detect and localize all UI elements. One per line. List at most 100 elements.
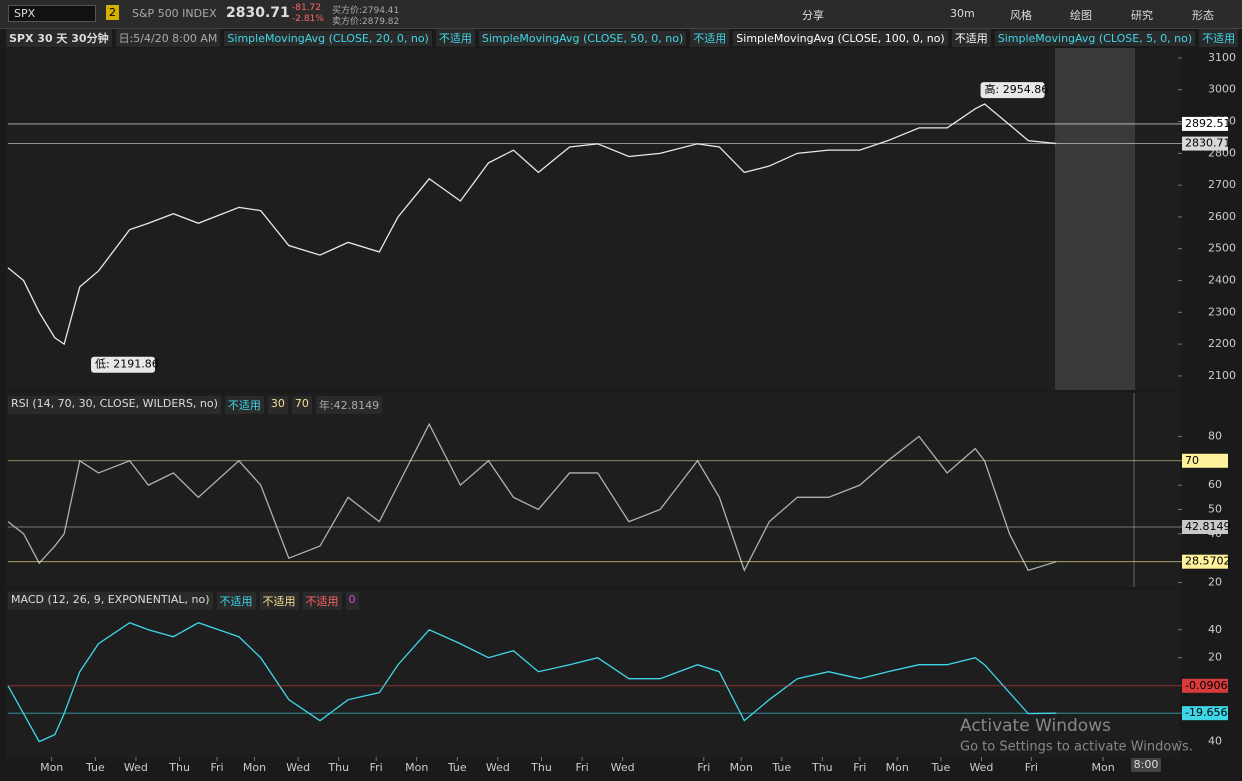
change: -81.72 bbox=[292, 3, 322, 13]
price-tag bbox=[1182, 519, 1228, 534]
x-tick-label: Mon bbox=[405, 761, 428, 774]
y-tick-label: 2400 bbox=[1208, 274, 1236, 287]
watermark-text: Go to Settings to activate Windows. bbox=[960, 740, 1193, 755]
study-value: 0 bbox=[345, 592, 359, 610]
x-tick-label: Tue bbox=[930, 761, 950, 774]
y-tick-label: 50 bbox=[1208, 502, 1222, 515]
annotation: 高: 2954.86 bbox=[985, 82, 1049, 96]
study-value: 不适用 bbox=[216, 592, 256, 610]
price-tag bbox=[1182, 453, 1228, 468]
y-tick-label: 2200 bbox=[1208, 337, 1236, 350]
price-tag bbox=[1182, 706, 1228, 721]
study[interactable]: SimpleMovingAvg (CLOSE, 100, 0, no) bbox=[733, 30, 948, 46]
x-tick-label: Wed bbox=[611, 761, 635, 774]
y-tick-label: 3000 bbox=[1208, 83, 1236, 96]
x-tick-label: Tue bbox=[85, 761, 105, 774]
x-tick-label: Thu bbox=[168, 761, 190, 774]
price-tag bbox=[1182, 116, 1228, 131]
price-tag bbox=[1182, 136, 1228, 151]
price-tag-label: 2830.71 bbox=[1185, 137, 1231, 150]
study-value: 70 bbox=[291, 396, 312, 414]
button[interactable]: 分享 bbox=[802, 9, 824, 22]
y-tick-label: 2500 bbox=[1208, 242, 1236, 255]
x-tick-label: Wed bbox=[124, 761, 148, 774]
button[interactable]: 风格 bbox=[1010, 9, 1032, 22]
study[interactable]: SimpleMovingAvg (CLOSE, 5, 0, no) bbox=[994, 30, 1196, 46]
study[interactable]: MACD (12, 26, 9, EXPONENTIAL, no) bbox=[8, 592, 213, 610]
watermark-title: Activate Windows bbox=[960, 716, 1111, 736]
price-tag-label: 42.8149 bbox=[1185, 520, 1231, 533]
x-tick-label: Mon bbox=[730, 761, 753, 774]
button[interactable]: 形态 bbox=[1192, 9, 1214, 22]
x-tick-label: Fri bbox=[210, 761, 223, 774]
x-tick-label: Tue bbox=[771, 761, 791, 774]
study[interactable]: SimpleMovingAvg (CLOSE, 20, 0, no) bbox=[224, 30, 432, 46]
x-tick-label: Mon bbox=[40, 761, 63, 774]
x-tick-label: Wed bbox=[969, 761, 993, 774]
bid: 买方价:2794.41 bbox=[332, 6, 400, 16]
x-tick-label: Mon bbox=[243, 761, 266, 774]
y-tick-label: 40 bbox=[1208, 735, 1222, 748]
button[interactable]: 30m bbox=[950, 7, 975, 20]
rsi-header: RSI (14, 70, 30, CLOSE, WILDERS, no) 不适用… bbox=[8, 396, 383, 414]
y-tick-label: 3100 bbox=[1208, 51, 1236, 64]
x-tick-label: Thu bbox=[327, 761, 349, 774]
toolbar: SPX 2 S&P 500 INDEX 2830.71 -81.72 -2.81… bbox=[0, 0, 1242, 29]
study-value: 不适用 bbox=[951, 29, 991, 47]
change-pct: -2.81% bbox=[292, 14, 324, 24]
y-tick-label: 2100 bbox=[1208, 369, 1236, 382]
study[interactable]: RSI (14, 70, 30, CLOSE, WILDERS, no) bbox=[8, 396, 221, 414]
x-tick-label: Mon bbox=[1092, 761, 1115, 774]
annotation: 低: 2191.86 bbox=[95, 358, 159, 371]
y-tick-label: 40 bbox=[1208, 623, 1222, 636]
description: S&P 500 INDEX bbox=[132, 7, 217, 20]
x-tick-label: Mon bbox=[886, 761, 909, 774]
macd-panel bbox=[6, 590, 1180, 758]
x-tick-label: Fri bbox=[853, 761, 866, 774]
study-value: 年:42.8149 bbox=[315, 396, 383, 414]
annotation-box bbox=[980, 82, 1045, 99]
price-tag bbox=[1182, 678, 1228, 693]
time-tag-box bbox=[1131, 758, 1161, 772]
x-tick-label: Thu bbox=[530, 761, 552, 774]
price-tag-label: 2892.51 bbox=[1185, 117, 1231, 130]
chart-title: SPX 30 天 30分钟 bbox=[6, 29, 112, 47]
price-panel bbox=[6, 48, 1180, 390]
button[interactable]: 绘图 bbox=[1070, 9, 1092, 22]
y-tick-label: 20 bbox=[1208, 651, 1222, 664]
study-value: 30 bbox=[267, 396, 288, 414]
y-tick-label: 2300 bbox=[1208, 305, 1236, 318]
x-tick-label: Thu bbox=[811, 761, 833, 774]
x-tick-label: Fri bbox=[576, 761, 589, 774]
price-header: SPX 30 天 30分钟 日:5/4/20 8:00 AM SimpleMov… bbox=[6, 29, 1239, 47]
y-tick-label: 2600 bbox=[1208, 210, 1236, 223]
y-tick-label: 80 bbox=[1208, 429, 1222, 442]
series-line bbox=[7, 422, 1057, 573]
study-value: 不适用 bbox=[259, 592, 299, 610]
study[interactable]: SimpleMovingAvg (CLOSE, 50, 0, no) bbox=[478, 30, 687, 46]
button[interactable]: 研究 bbox=[1131, 9, 1153, 22]
study-value: 不适用 bbox=[435, 29, 475, 47]
study-value: 不适用 bbox=[1199, 29, 1239, 47]
macd-header: MACD (12, 26, 9, EXPONENTIAL, no) 不适用 不适… bbox=[8, 592, 359, 610]
symbol-box[interactable]: SPX bbox=[8, 5, 97, 22]
x-tick-label: Wed bbox=[486, 761, 510, 774]
last-price: 2830.71 bbox=[226, 5, 290, 21]
date: 日:5/4/20 8:00 AM bbox=[115, 29, 221, 47]
price-tag bbox=[1182, 554, 1228, 569]
future-area bbox=[1055, 48, 1135, 390]
time-tag: 8:00 bbox=[1134, 758, 1159, 771]
annotation-box bbox=[91, 356, 156, 373]
price-tag-label: -0.0906 bbox=[1185, 679, 1227, 692]
y-tick-label: 60 bbox=[1208, 478, 1222, 491]
price-tag-label: -19.656 bbox=[1185, 706, 1227, 719]
link-badge[interactable]: 2 bbox=[106, 5, 119, 20]
x-tick-label: Tue bbox=[447, 761, 467, 774]
series-line bbox=[7, 622, 1057, 743]
x-tick-label: Fri bbox=[370, 761, 383, 774]
study-value: 不适用 bbox=[224, 396, 264, 414]
y-tick-label: 2700 bbox=[1208, 178, 1236, 191]
series-line bbox=[7, 103, 1057, 346]
